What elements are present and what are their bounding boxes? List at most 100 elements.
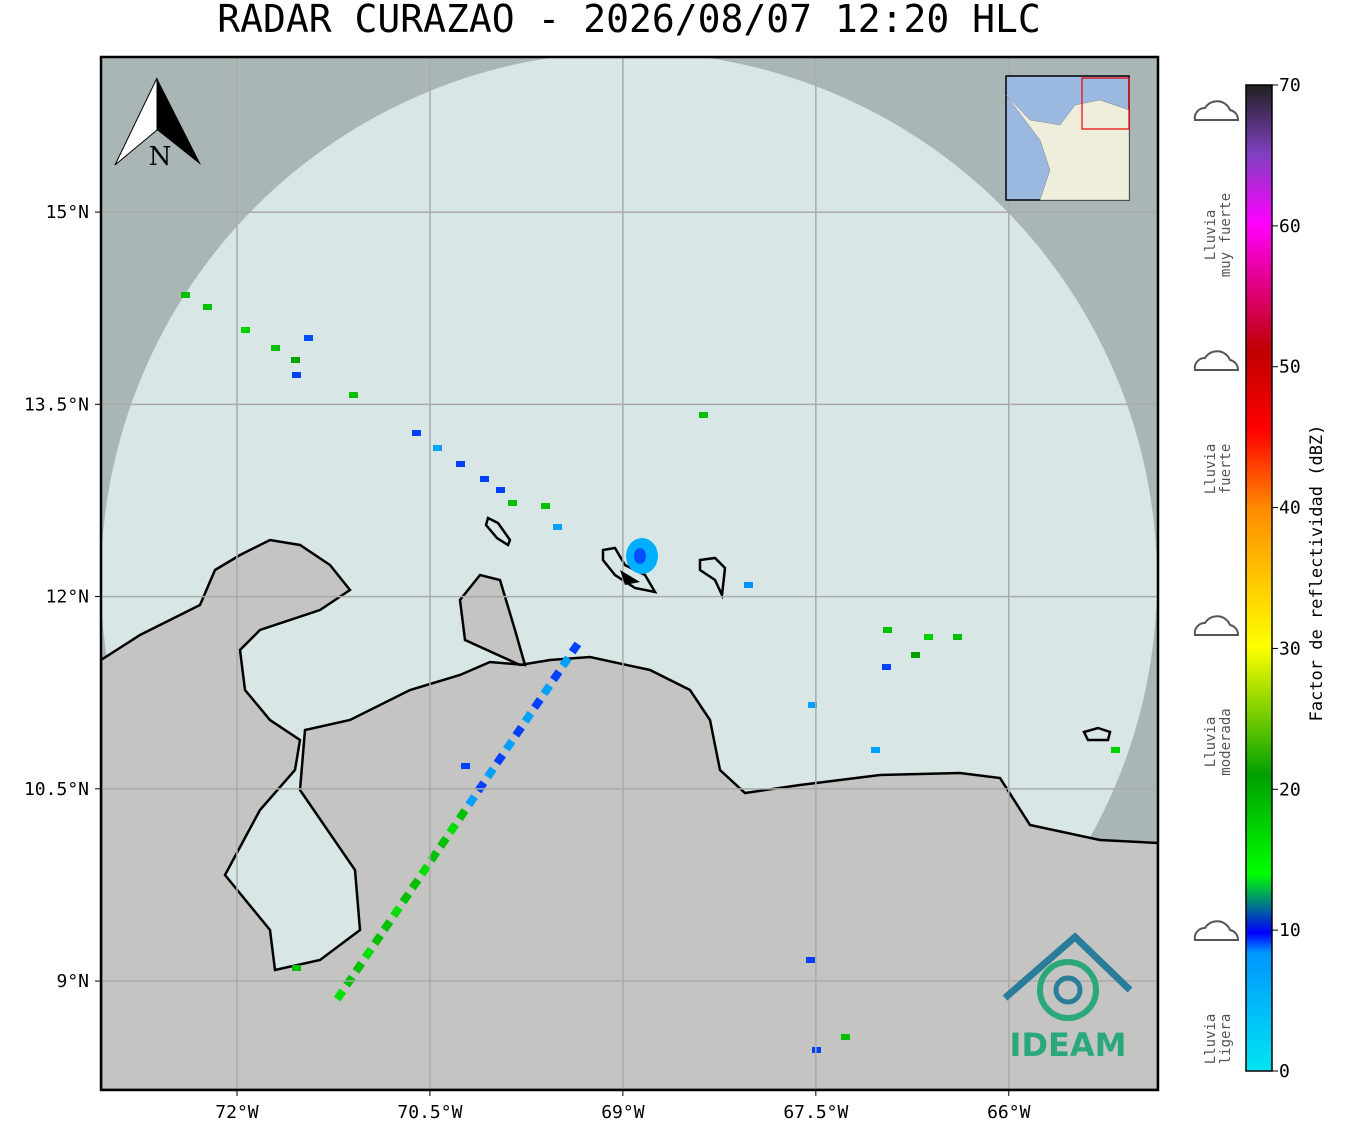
echo bbox=[371, 933, 384, 946]
rain-label: Lluvialigera bbox=[1203, 1014, 1234, 1065]
echo bbox=[380, 919, 394, 932]
x-tick-label: 72°W bbox=[215, 1102, 259, 1123]
echo bbox=[911, 652, 920, 658]
echo bbox=[333, 988, 347, 1002]
echo bbox=[409, 877, 422, 891]
logo-text: IDEAM bbox=[1010, 1026, 1127, 1064]
echo bbox=[634, 548, 646, 564]
rain-label-line: Lluvia bbox=[1203, 210, 1219, 261]
colorbar-tick-label: 50 bbox=[1279, 357, 1301, 378]
title: RADAR CURAZAO - 2026/08/07 12:20 HLC bbox=[217, 0, 1041, 41]
echo bbox=[871, 747, 880, 753]
echo bbox=[433, 445, 442, 451]
echo bbox=[508, 500, 517, 506]
cloud-icon bbox=[1193, 920, 1240, 941]
colorbar-tick-label: 30 bbox=[1279, 638, 1301, 659]
echo bbox=[882, 664, 891, 670]
echo bbox=[550, 669, 563, 683]
echo bbox=[531, 697, 544, 710]
echo bbox=[493, 752, 506, 766]
echo bbox=[271, 345, 280, 351]
echo bbox=[427, 849, 441, 863]
echo bbox=[362, 946, 375, 960]
y-tick-label: 9°N bbox=[56, 971, 89, 992]
echo bbox=[241, 327, 250, 333]
echo bbox=[292, 372, 301, 378]
y-tick-label: 13.5°N bbox=[24, 394, 89, 415]
x-tick-label: 66°W bbox=[987, 1102, 1031, 1123]
echo bbox=[540, 683, 553, 697]
colorbar-label: Factor de reflectividad (dBZ) bbox=[1307, 425, 1327, 722]
echo bbox=[349, 392, 358, 398]
echo bbox=[699, 412, 708, 418]
echo bbox=[512, 724, 525, 738]
island-aruba bbox=[484, 516, 512, 547]
rain-label: Lluviafuerte bbox=[1203, 444, 1234, 495]
colorbar-tick-label: 20 bbox=[1279, 779, 1301, 800]
echo bbox=[418, 863, 431, 877]
island-bonaire bbox=[698, 556, 727, 600]
colorbar-tick-label: 10 bbox=[1279, 920, 1301, 941]
echo bbox=[412, 430, 421, 436]
echo bbox=[480, 476, 489, 482]
inset-map bbox=[1005, 75, 1130, 201]
rain-label-line: ligera bbox=[1218, 1014, 1234, 1065]
cloud-icon bbox=[1193, 350, 1240, 371]
x-tick-label: 70.5°W bbox=[397, 1102, 462, 1123]
colorbar bbox=[1245, 84, 1273, 1072]
map-area bbox=[101, 57, 1158, 1090]
radar-site bbox=[620, 570, 640, 585]
echo bbox=[496, 487, 505, 493]
rain-label: Lluviamuy fuerte bbox=[1203, 193, 1234, 277]
radar-echoes bbox=[181, 292, 1120, 1053]
echo bbox=[465, 794, 478, 808]
echo bbox=[484, 766, 497, 780]
ideam-logo: IDEAM bbox=[1002, 932, 1133, 1064]
echo bbox=[181, 292, 190, 298]
rain-icons bbox=[1193, 100, 1240, 941]
north-label: N bbox=[149, 142, 172, 172]
echo bbox=[883, 627, 892, 633]
echo bbox=[399, 891, 412, 905]
echo bbox=[446, 822, 459, 835]
echo bbox=[559, 655, 572, 669]
echo bbox=[352, 960, 365, 974]
echo bbox=[304, 335, 313, 341]
echo bbox=[744, 582, 753, 588]
rain-label: Lluviamoderada bbox=[1203, 708, 1234, 775]
echo bbox=[461, 763, 470, 769]
echo bbox=[521, 711, 535, 724]
x-tick-label: 69°W bbox=[601, 1102, 645, 1123]
y-tick-label: 15°N bbox=[46, 202, 89, 223]
echo bbox=[541, 503, 550, 509]
echo bbox=[1111, 747, 1120, 753]
cloud-icon bbox=[1193, 100, 1240, 121]
colorbar-tick-label: 0 bbox=[1279, 1061, 1290, 1082]
rain-label-line: moderada bbox=[1218, 708, 1234, 775]
echo bbox=[841, 1034, 850, 1040]
x-tick-label: 67.5°W bbox=[783, 1102, 848, 1123]
colorbar-tick-label: 70 bbox=[1279, 75, 1301, 96]
echo bbox=[808, 702, 817, 708]
rain-label-line: fuerte bbox=[1218, 444, 1234, 495]
map-frame bbox=[99, 55, 1160, 1092]
echo bbox=[291, 357, 300, 363]
colorbar-tick-label: 40 bbox=[1279, 498, 1301, 519]
rain-label-line: muy fuerte bbox=[1218, 193, 1234, 277]
rain-label-line: Lluvia bbox=[1203, 1014, 1219, 1065]
echo bbox=[806, 957, 815, 963]
echo bbox=[390, 905, 403, 919]
cloud-icon bbox=[1193, 615, 1240, 636]
echo bbox=[553, 524, 562, 530]
y-tick-label: 10.5°N bbox=[24, 779, 89, 800]
echo bbox=[437, 835, 450, 849]
echo bbox=[568, 641, 582, 655]
echo bbox=[924, 634, 933, 640]
echo bbox=[474, 780, 488, 794]
y-tick-label: 12°N bbox=[46, 587, 89, 608]
colorbar-tick-label: 60 bbox=[1279, 216, 1301, 237]
rain-label-line: Lluvia bbox=[1203, 444, 1219, 495]
north-arrow: N bbox=[114, 77, 201, 172]
island-small bbox=[1082, 726, 1112, 742]
